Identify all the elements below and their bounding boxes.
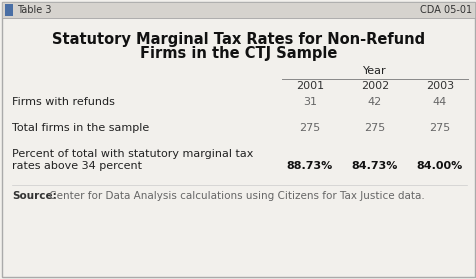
Bar xyxy=(5,4,13,16)
Text: Percent of total with statutory marginal tax: Percent of total with statutory marginal… xyxy=(12,149,253,159)
Text: 275: 275 xyxy=(428,123,450,133)
Text: Total firms in the sample: Total firms in the sample xyxy=(12,123,149,133)
Text: 2001: 2001 xyxy=(295,81,323,91)
Text: Table 3: Table 3 xyxy=(17,5,51,15)
Text: Statutory Marginal Tax Rates for Non-Refund: Statutory Marginal Tax Rates for Non-Ref… xyxy=(52,32,424,47)
Text: Center for Data Analysis calculations using Citizens for Tax Justice data.: Center for Data Analysis calculations us… xyxy=(46,191,424,201)
Text: 84.00%: 84.00% xyxy=(416,161,462,171)
Text: Year: Year xyxy=(362,66,386,76)
Text: Source:: Source: xyxy=(12,191,57,201)
Text: 275: 275 xyxy=(364,123,385,133)
Bar xyxy=(2,2,474,18)
Text: CDA 05-01: CDA 05-01 xyxy=(419,5,471,15)
Text: 275: 275 xyxy=(299,123,320,133)
Text: 31: 31 xyxy=(302,97,317,107)
Text: 84.73%: 84.73% xyxy=(351,161,397,171)
Text: Firms with refunds: Firms with refunds xyxy=(12,97,115,107)
Text: 2002: 2002 xyxy=(360,81,388,91)
Text: 42: 42 xyxy=(367,97,381,107)
Text: 44: 44 xyxy=(432,97,446,107)
Text: 88.73%: 88.73% xyxy=(286,161,332,171)
Text: 2003: 2003 xyxy=(425,81,453,91)
Text: rates above 34 percent: rates above 34 percent xyxy=(12,161,142,171)
Text: Firms in the CTJ Sample: Firms in the CTJ Sample xyxy=(139,46,337,61)
